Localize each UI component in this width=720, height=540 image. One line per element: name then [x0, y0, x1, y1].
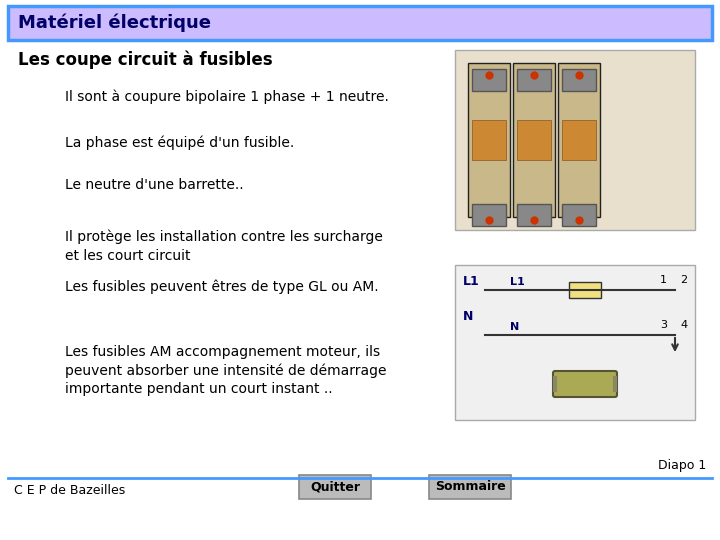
FancyBboxPatch shape: [562, 69, 596, 91]
Text: Sommaire: Sommaire: [435, 481, 505, 494]
Text: Quitter: Quitter: [310, 481, 360, 494]
FancyBboxPatch shape: [8, 6, 712, 40]
FancyBboxPatch shape: [513, 63, 555, 217]
Text: L1: L1: [463, 275, 480, 288]
FancyBboxPatch shape: [562, 120, 596, 160]
Text: Il sont à coupure bipolaire 1 phase + 1 neutre.: Il sont à coupure bipolaire 1 phase + 1 …: [65, 90, 389, 105]
Text: Les coupe circuit à fusibles: Les coupe circuit à fusibles: [18, 51, 273, 69]
Text: N: N: [510, 322, 519, 332]
Text: Il protège les installation contre les surcharge
et les court circuit: Il protège les installation contre les s…: [65, 230, 383, 263]
Text: Les fusibles peuvent êtres de type GL ou AM.: Les fusibles peuvent êtres de type GL ou…: [65, 280, 379, 294]
Text: 2: 2: [680, 275, 687, 285]
FancyBboxPatch shape: [517, 120, 551, 160]
FancyBboxPatch shape: [558, 63, 600, 217]
FancyBboxPatch shape: [472, 204, 506, 226]
Text: N: N: [463, 310, 473, 323]
FancyBboxPatch shape: [472, 69, 506, 91]
Text: Les fusibles AM accompagnement moteur, ils
peuvent absorber une intensité de dém: Les fusibles AM accompagnement moteur, i…: [65, 345, 387, 396]
FancyBboxPatch shape: [455, 50, 695, 230]
FancyBboxPatch shape: [455, 265, 695, 420]
Text: 1: 1: [660, 275, 667, 285]
FancyBboxPatch shape: [553, 371, 617, 397]
FancyBboxPatch shape: [562, 204, 596, 226]
Text: L1: L1: [510, 277, 525, 287]
Text: Le neutre d'une barrette..: Le neutre d'une barrette..: [65, 178, 243, 192]
Text: 3: 3: [660, 320, 667, 330]
FancyBboxPatch shape: [468, 63, 510, 217]
FancyBboxPatch shape: [472, 120, 506, 160]
Text: Matériel électrique: Matériel électrique: [18, 14, 211, 32]
FancyBboxPatch shape: [569, 282, 601, 298]
Text: Diapo 1: Diapo 1: [658, 460, 706, 472]
FancyBboxPatch shape: [299, 475, 371, 499]
Text: La phase est équipé d'un fusible.: La phase est équipé d'un fusible.: [65, 135, 294, 150]
Text: C E P de Bazeilles: C E P de Bazeilles: [14, 483, 125, 496]
FancyBboxPatch shape: [517, 204, 551, 226]
FancyBboxPatch shape: [517, 69, 551, 91]
Text: 4: 4: [680, 320, 687, 330]
FancyBboxPatch shape: [429, 475, 511, 499]
